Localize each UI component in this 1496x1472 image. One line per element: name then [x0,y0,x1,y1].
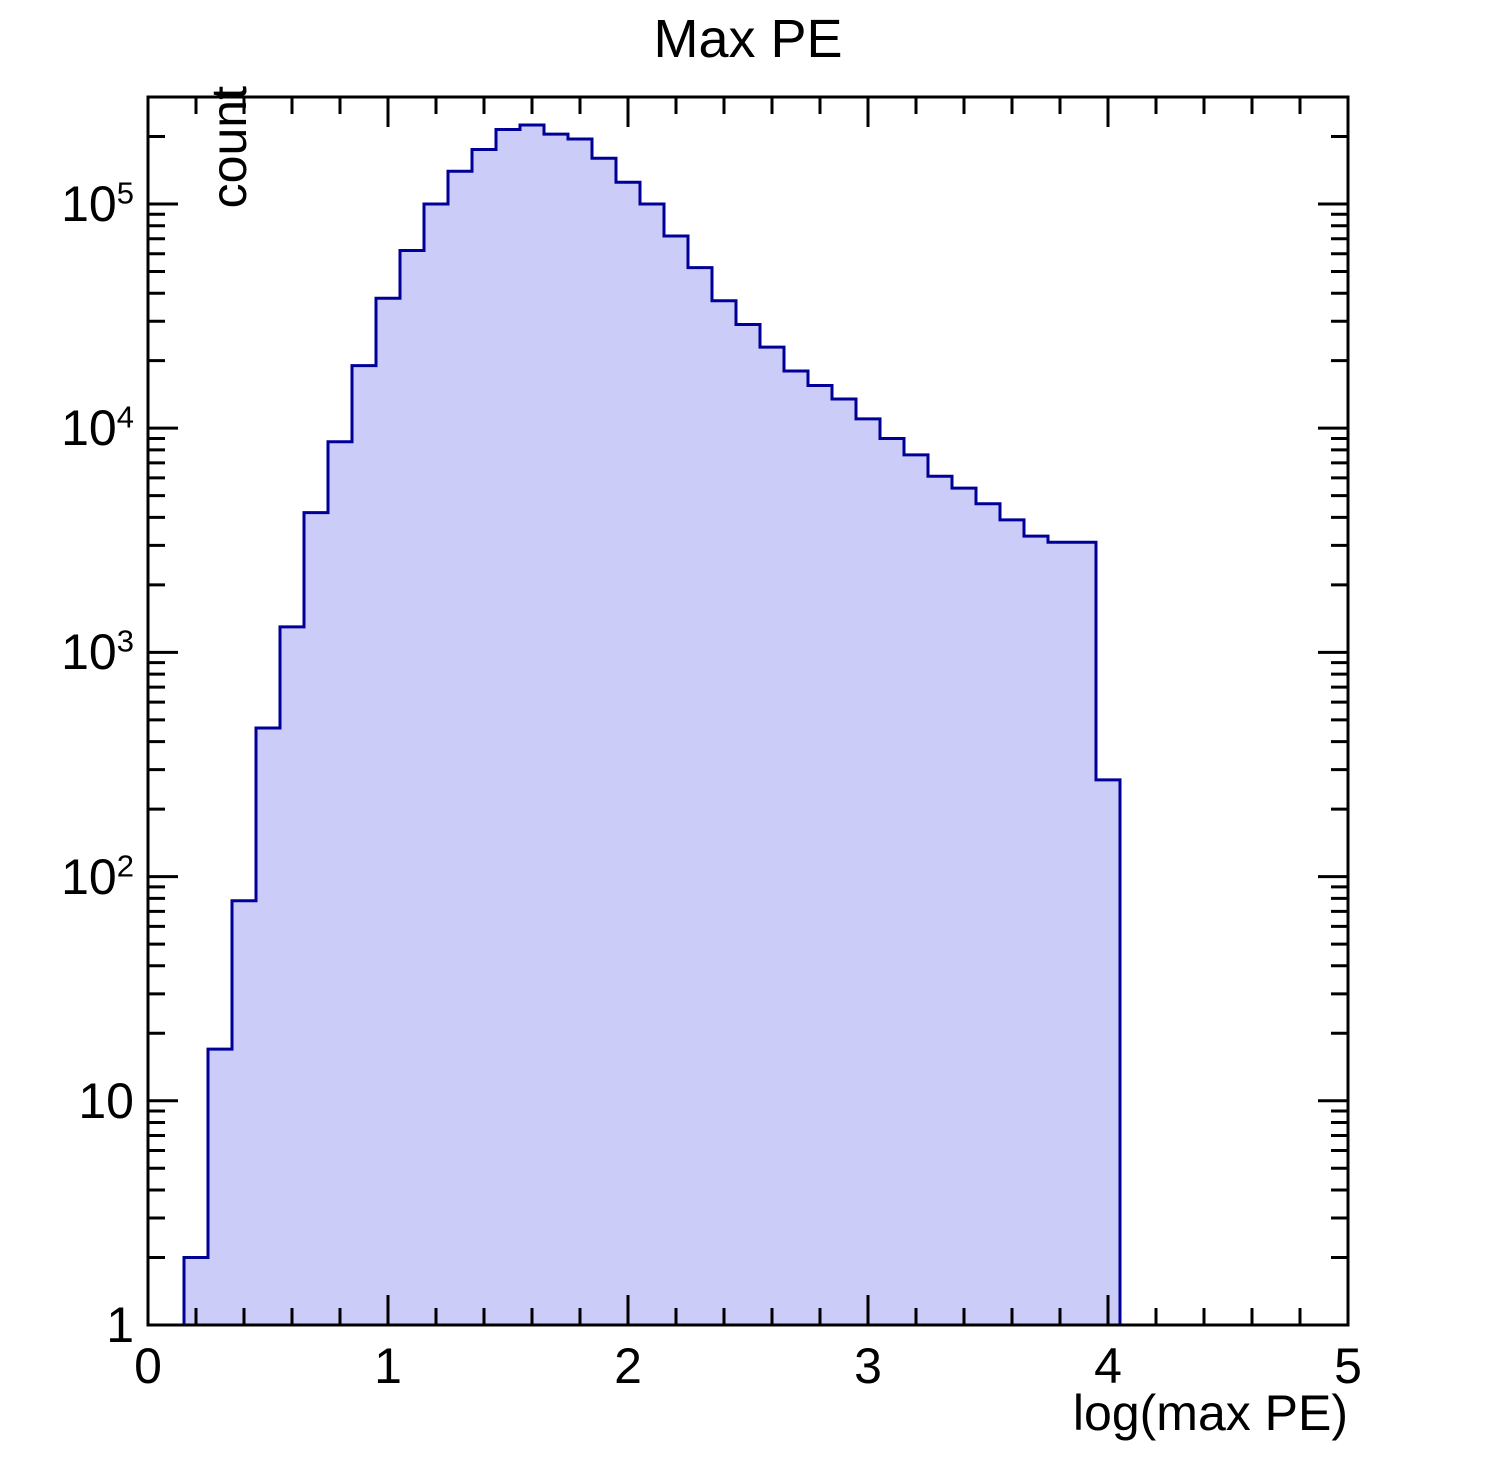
x-tick-label: 4 [1094,1338,1122,1394]
y-tick-label: 104 [61,399,134,457]
axis-frame [146,95,1350,1327]
y-tick-label: 102 [61,847,134,905]
x-tick-label: 5 [1334,1338,1362,1394]
y-tick-label: 1 [106,1297,134,1353]
axis-ticks [146,95,1350,1327]
plot-frame [146,95,1350,1327]
chart-title: Max PE [653,9,843,69]
x-tick-label: 1 [374,1338,402,1394]
x-tick-label: 2 [614,1338,642,1394]
y-tick-label: 103 [61,623,134,681]
histogram-series [182,123,1122,1327]
y-tick-label: 10 [78,1072,134,1129]
y-tick-label: 105 [61,175,134,232]
x-tick-label: 0 [134,1338,162,1394]
x-axis-label: log(max PE) [1072,1385,1348,1441]
x-tick-label: 3 [854,1338,882,1394]
histogram-fill [182,123,1122,1327]
